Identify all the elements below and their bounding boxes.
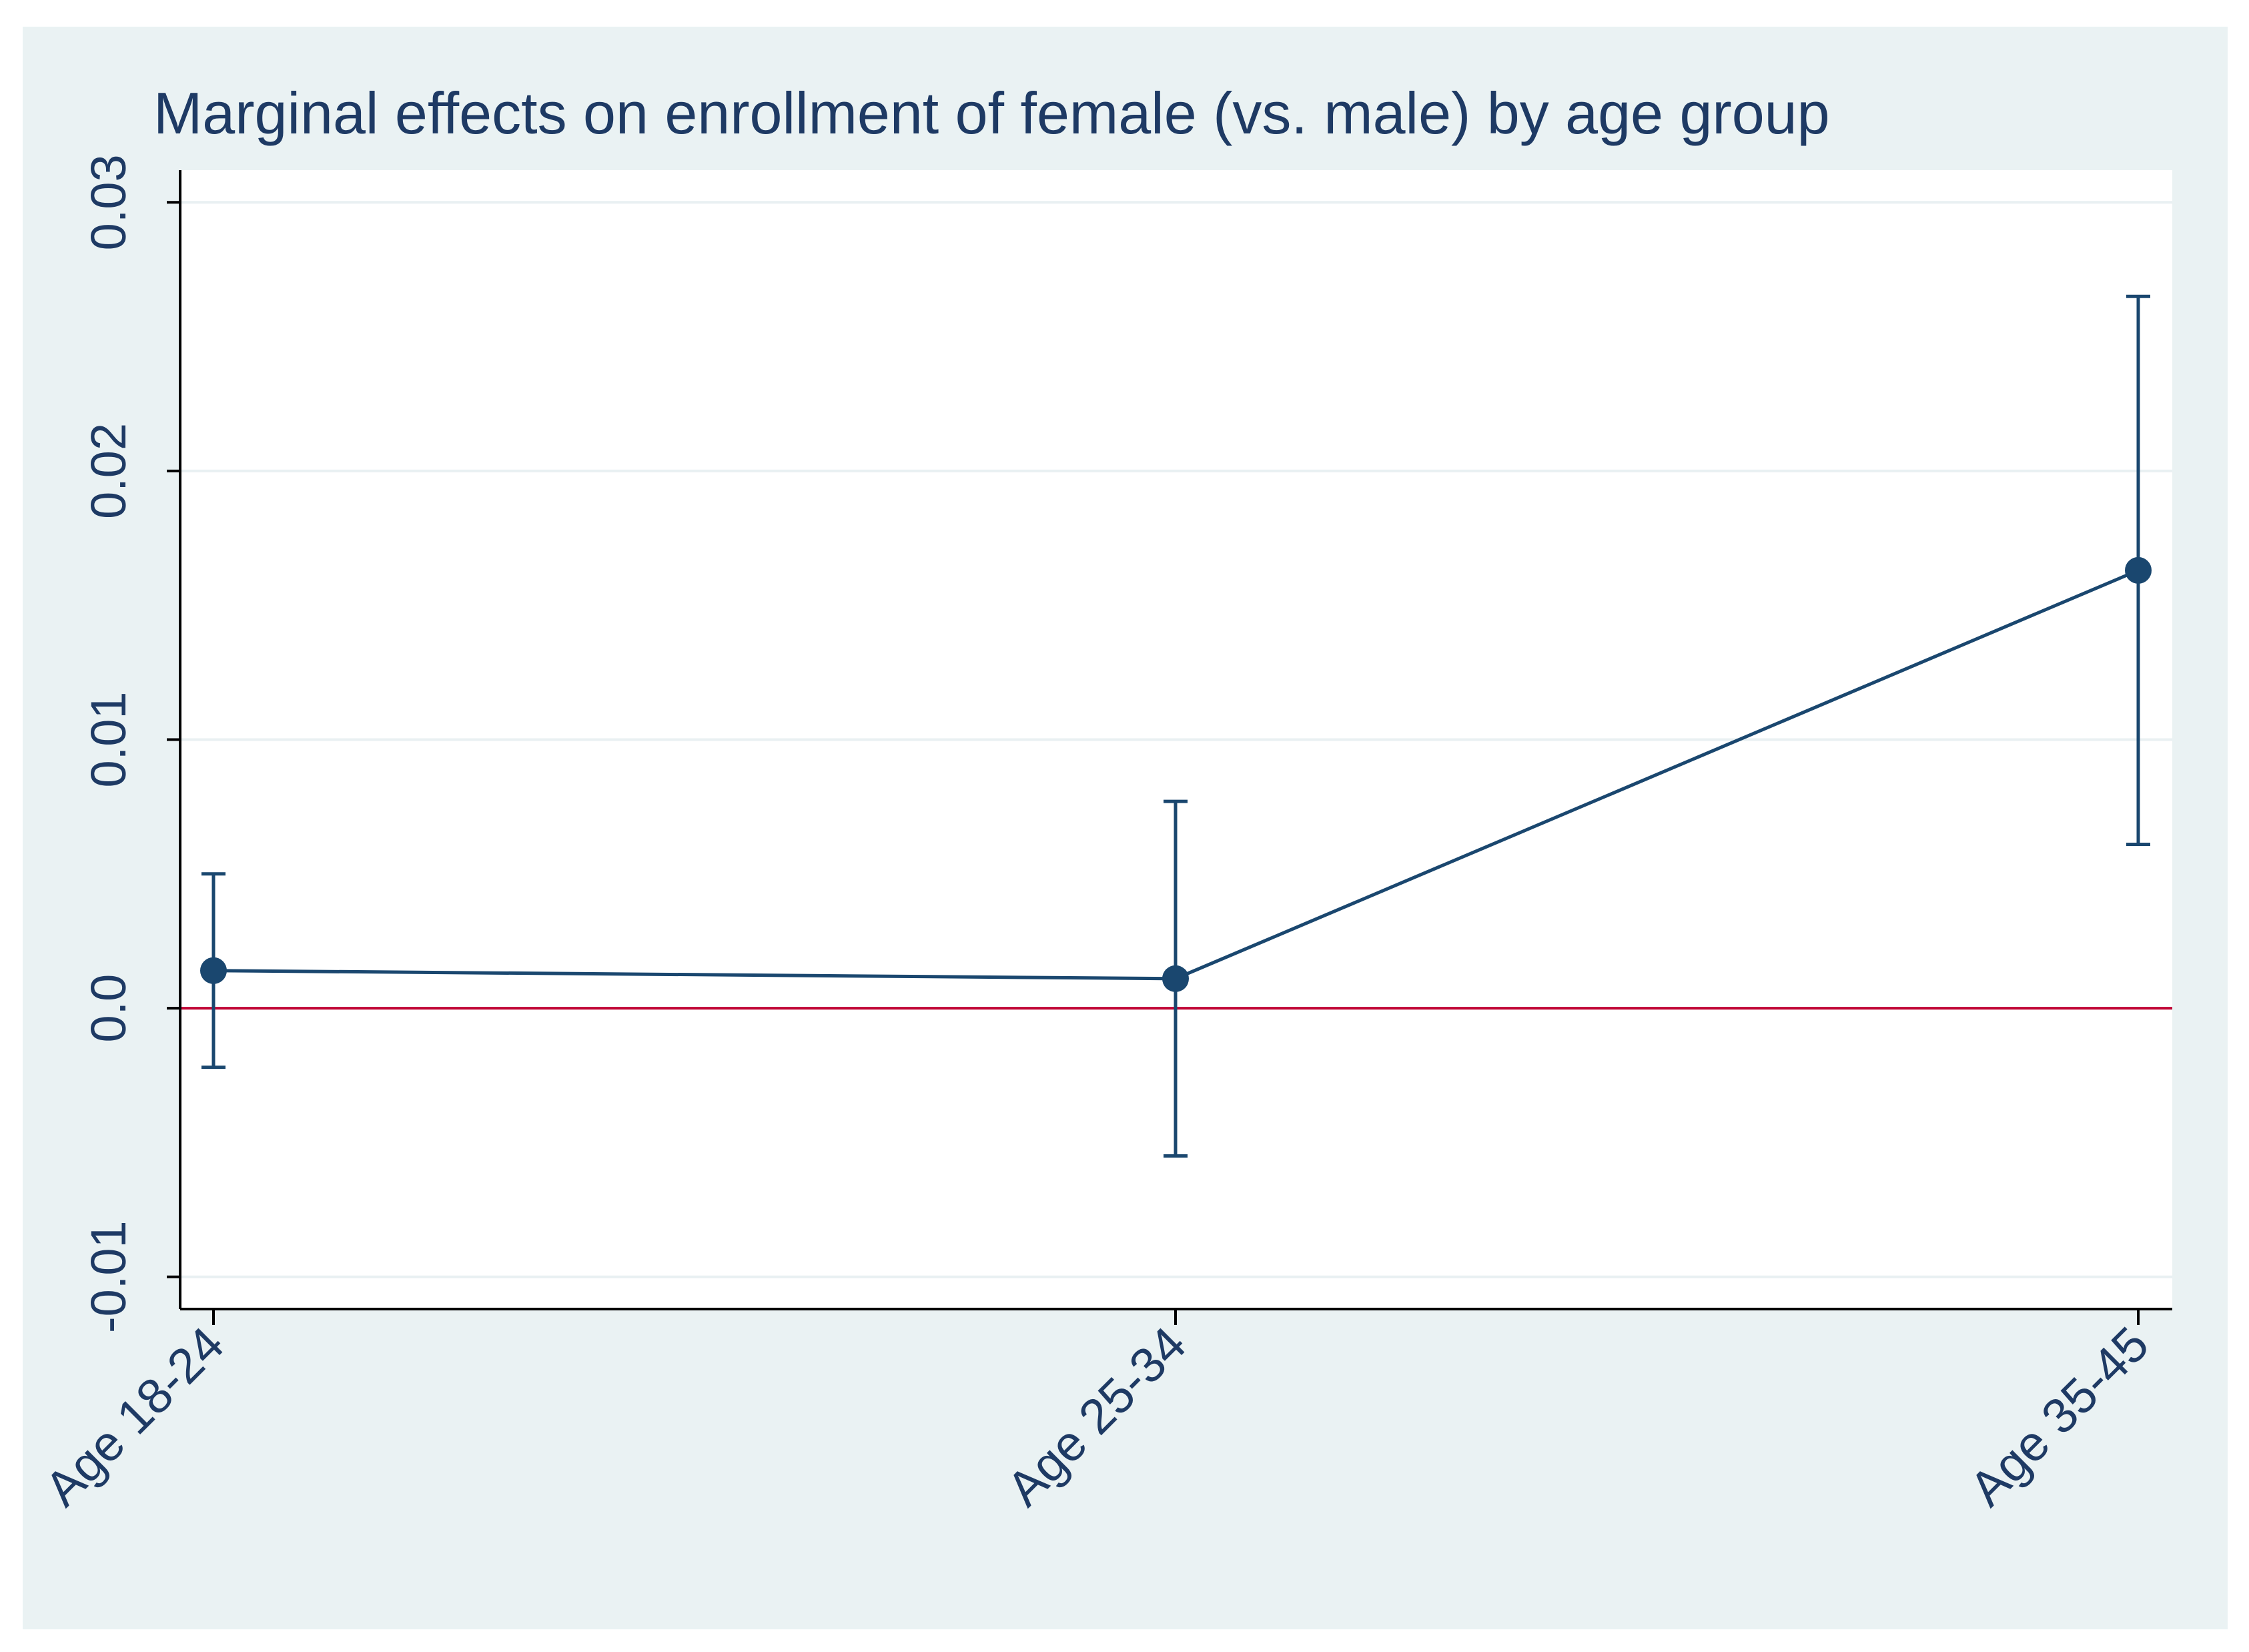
y-tick-label: 0.01 [81, 691, 136, 787]
chart-title: Marginal effects on enrollment of female… [153, 80, 1830, 146]
y-tick-label: -0.01 [81, 1220, 136, 1333]
series-layer [200, 294, 2152, 1158]
data-point [2125, 556, 2152, 584]
data-point [1162, 965, 1189, 992]
y-axis-ticks: -0.01 0.0 0.01 0.02 0.03 [81, 154, 180, 1333]
y-tick-label: 0.0 [81, 974, 136, 1043]
y-tick-label: 0.02 [81, 423, 136, 519]
y-tick-label: 0.03 [81, 154, 136, 250]
data-point [200, 957, 227, 984]
